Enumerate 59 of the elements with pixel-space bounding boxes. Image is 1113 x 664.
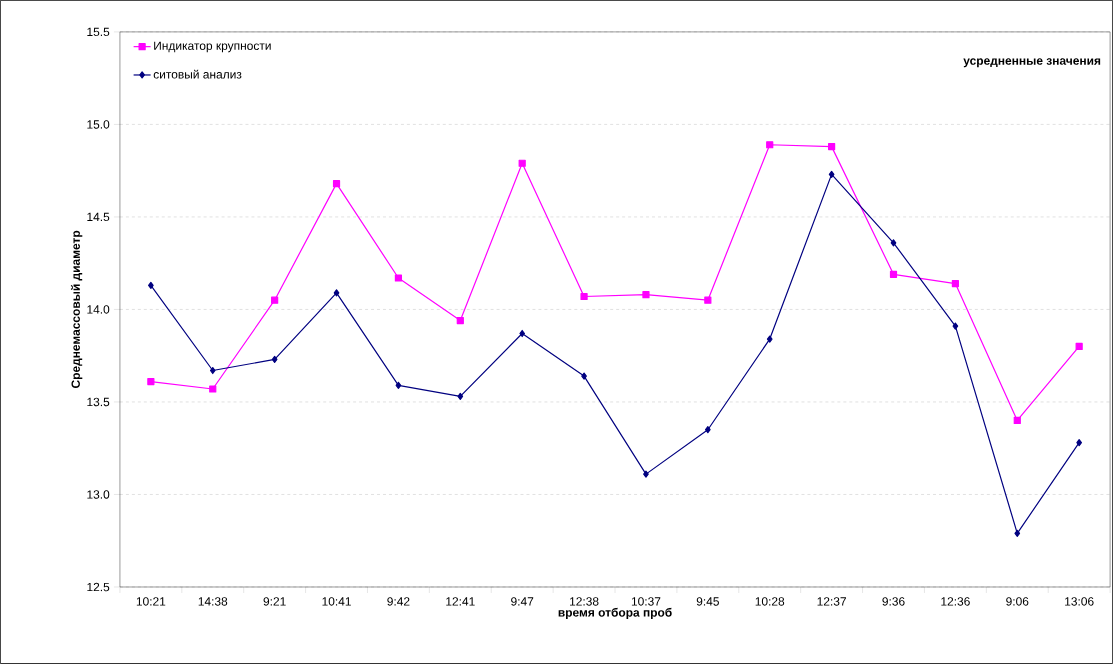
point <box>456 317 464 325</box>
x-tick-label: 9:36 <box>882 597 905 606</box>
x-tick-label: 9:47 <box>511 597 534 606</box>
y-tick-label: 13.5 <box>87 397 110 407</box>
x-tick-label: 10:41 <box>322 597 351 606</box>
x-tick-label: 12:38 <box>570 597 599 606</box>
point <box>704 426 711 434</box>
y-axis-title: Среднемассовый диаметр <box>70 230 83 389</box>
point <box>828 143 836 151</box>
point <box>952 322 959 330</box>
y-tick-label: 14.0 <box>87 305 110 314</box>
point <box>147 378 155 386</box>
point <box>581 372 587 380</box>
point <box>642 291 650 299</box>
point <box>766 335 773 343</box>
point <box>889 270 898 278</box>
x-tick-label: 13:06 <box>1065 597 1094 606</box>
x-tick-label: 12:41 <box>446 597 475 606</box>
x-tick-label: 12:36 <box>941 597 970 606</box>
point <box>519 329 526 338</box>
point <box>766 141 774 149</box>
point <box>457 392 464 401</box>
x-tick-label: 9:45 <box>696 597 719 606</box>
point <box>271 296 279 304</box>
y-tick-label: 12.5 <box>87 582 110 592</box>
point <box>890 239 897 247</box>
x-tick-label: 10:21 <box>136 597 166 606</box>
point <box>828 170 835 179</box>
point <box>209 366 216 375</box>
annotation: усредненные значения <box>963 58 1101 68</box>
x-tick-label: 12:37 <box>817 597 846 606</box>
y-tick-label: 14.5 <box>87 212 110 222</box>
point <box>1013 416 1021 425</box>
point <box>951 279 959 288</box>
point <box>704 296 712 304</box>
x-tick-label: 9:21 <box>263 597 286 606</box>
x-tick-label: 9:06 <box>1006 597 1029 606</box>
point <box>1014 529 1021 537</box>
x-tick-label: 14:38 <box>198 597 228 606</box>
point <box>333 289 340 297</box>
point <box>1075 342 1083 351</box>
point <box>394 274 403 282</box>
point <box>580 292 588 301</box>
point <box>209 385 217 393</box>
x-axis-title: время отбора проб <box>558 607 672 620</box>
x-tick-label: 9:42 <box>387 597 410 606</box>
legend-label: Индикатор крупности <box>154 41 271 53</box>
legend-label: ситовый анализ <box>153 69 242 79</box>
point <box>1076 439 1083 447</box>
y-tick-label: 15.0 <box>87 120 110 129</box>
y-tick-label: 13.0 <box>87 490 110 499</box>
x-tick-label: 10:28 <box>755 597 785 606</box>
x-tick-label: 10:37 <box>631 597 661 606</box>
point <box>643 470 649 478</box>
y-tick-label: 15.5 <box>87 27 110 37</box>
point <box>271 355 278 364</box>
point <box>518 159 526 167</box>
point <box>395 381 402 389</box>
point <box>332 180 341 188</box>
